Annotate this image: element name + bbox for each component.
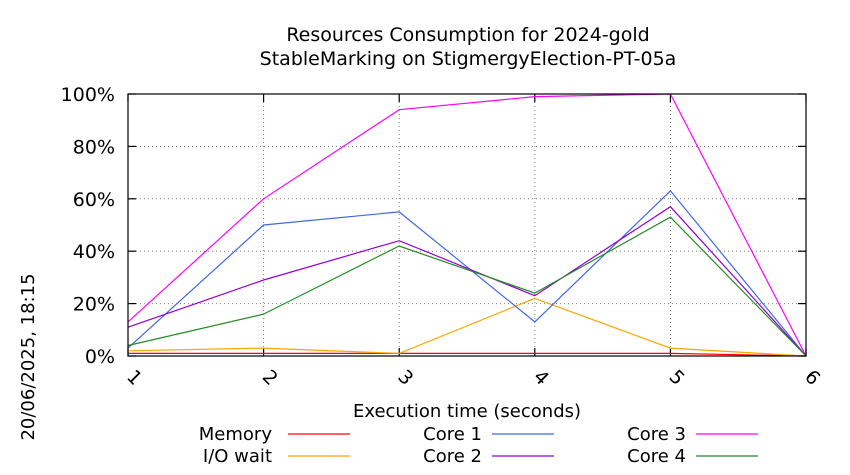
x-tick-label: 5: [665, 366, 689, 390]
series-line-core-4: [127, 216, 807, 357]
y-tick-label: 80%: [73, 136, 115, 158]
series-line-core-3: [127, 93, 807, 357]
chart-subtitle: StableMarking on StigmergyElection-PT-05…: [260, 48, 677, 70]
chart-title: Resources Consumption for 2024-gold: [286, 24, 649, 46]
legend-item-core-1: Core 1: [423, 424, 554, 445]
x-tick-label: 1: [122, 366, 146, 390]
legend-label: Core 1: [423, 424, 482, 445]
legend-label: Memory: [199, 424, 273, 445]
legend-item-i-o-wait: I/O wait: [203, 446, 350, 467]
x-tick-label: 4: [529, 366, 553, 390]
timestamp-label: 20/06/2025, 18:15: [18, 273, 39, 440]
x-tick-label: 6: [800, 366, 824, 390]
legend-label: Core 3: [627, 424, 686, 445]
x-axis-label: Execution time (seconds): [353, 401, 581, 422]
y-tick-label: 20%: [73, 294, 115, 316]
y-tick-label: 40%: [73, 241, 115, 263]
y-axis-ticks: 0% 20% 40% 60% 80% 100%: [61, 84, 806, 368]
series-line-core-1: [127, 190, 807, 357]
x-tick-label: 2: [258, 366, 282, 390]
series-line-i-o-wait: [127, 297, 807, 357]
y-tick-label: 60%: [73, 189, 115, 211]
x-tick-label: 3: [393, 366, 417, 390]
legend-item-core-3: Core 3: [627, 424, 758, 445]
legend-label: Core 4: [627, 446, 686, 467]
x-axis-ticks: 1 2 3 4 5 6: [122, 94, 824, 390]
series-line-core-2: [127, 205, 807, 357]
legend-item-memory: Memory: [199, 424, 350, 445]
grid-lines: [128, 94, 806, 356]
data-series: [127, 93, 807, 357]
plot-frame: [127, 93, 807, 357]
y-tick-label: 100%: [61, 84, 115, 106]
series-line-memory: [128, 352, 807, 357]
legend-item-core-2: Core 2: [423, 446, 554, 467]
legend-label: Core 2: [423, 446, 482, 467]
legend-label: I/O wait: [203, 446, 272, 467]
legend-item-core-4: Core 4: [627, 446, 758, 467]
y-tick-label: 0%: [85, 346, 115, 368]
